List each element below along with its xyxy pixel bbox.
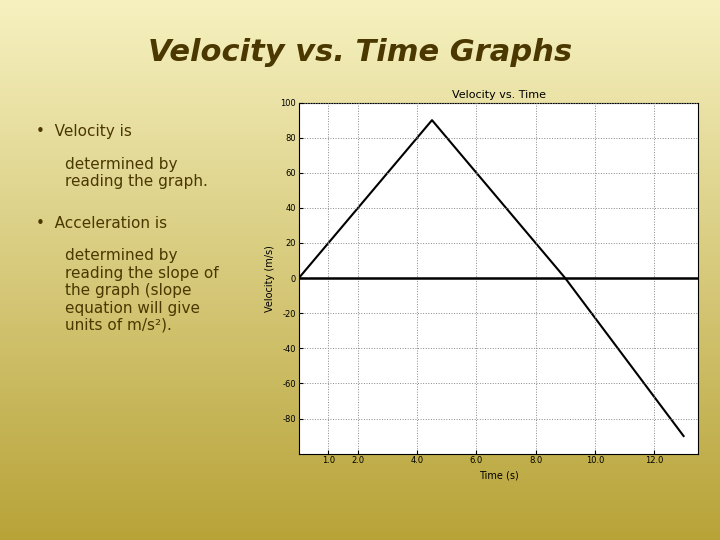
Text: determined by
reading the slope of
the graph (slope
equation will give
units of : determined by reading the slope of the g… <box>65 248 218 333</box>
Text: •  Velocity is: • Velocity is <box>36 124 132 139</box>
X-axis label: Time (s): Time (s) <box>479 471 518 481</box>
Text: determined by
reading the graph.: determined by reading the graph. <box>65 157 207 189</box>
Text: •  Acceleration is: • Acceleration is <box>36 216 167 231</box>
Text: Velocity vs. Time Graphs: Velocity vs. Time Graphs <box>148 38 572 67</box>
Title: Velocity vs. Time: Velocity vs. Time <box>451 90 546 100</box>
Y-axis label: Velocity (m/s): Velocity (m/s) <box>265 245 275 312</box>
